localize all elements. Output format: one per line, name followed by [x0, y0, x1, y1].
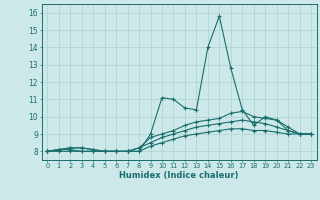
X-axis label: Humidex (Indice chaleur): Humidex (Indice chaleur): [119, 171, 239, 180]
